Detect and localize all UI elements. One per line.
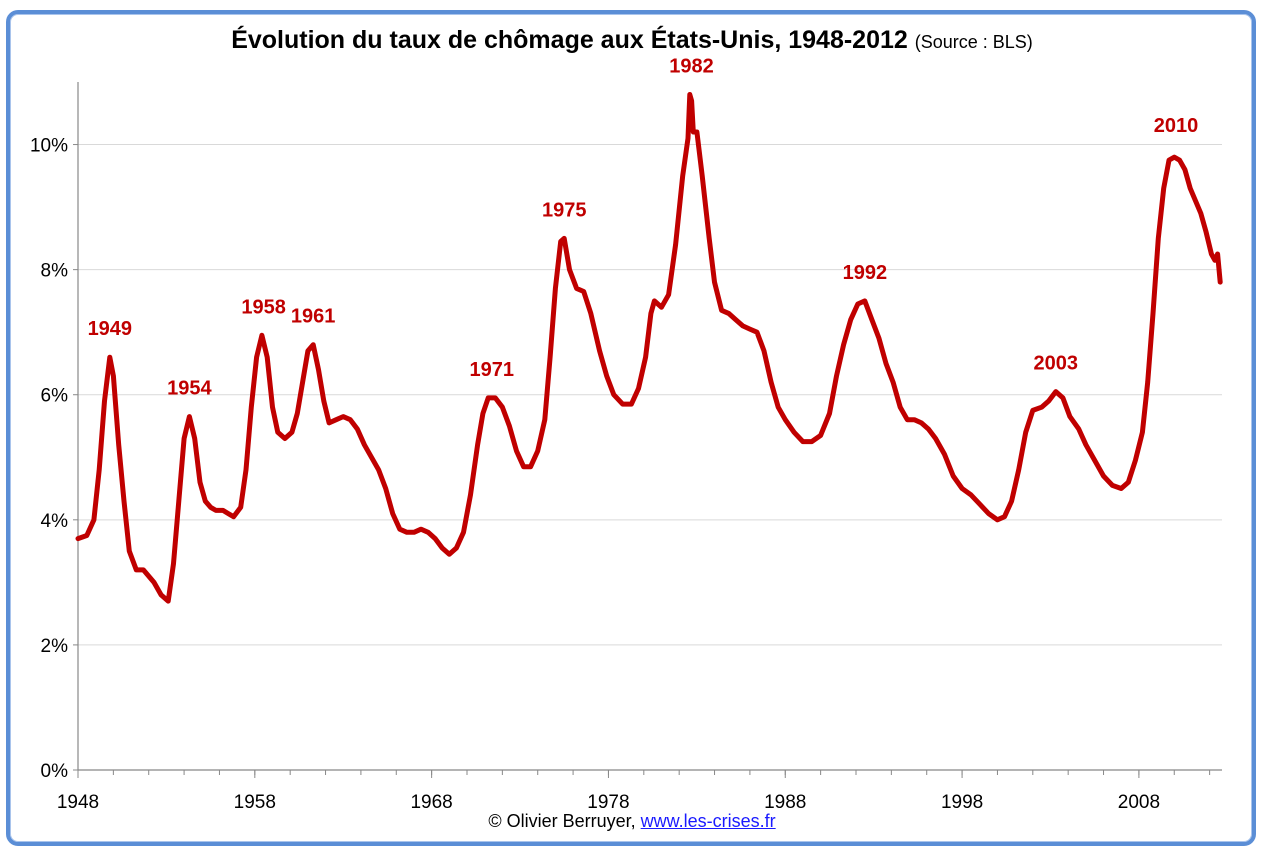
- site-link[interactable]: www.les-crises.fr: [640, 811, 776, 831]
- y-tick-label: 6%: [41, 386, 69, 407]
- y-tick-label: 4%: [41, 511, 69, 532]
- peak-annotations: 1949 1954 1958 1961 1971 1975 1982 1992 2003 2010: [88, 56, 1199, 400]
- peak-label: 1949: [88, 318, 133, 340]
- chart-title-block: Évolution du taux de chômage aux États-U…: [0, 26, 1264, 55]
- footer-credit: © Olivier Berruyer, www.les-crises.fr: [0, 811, 1264, 832]
- x-tick-label: 1958: [234, 792, 276, 813]
- peak-label: 1975: [542, 199, 587, 221]
- peak-label: 1961: [291, 306, 336, 328]
- y-tick-label: 2%: [41, 636, 69, 657]
- y-tick-label: 10%: [30, 136, 68, 157]
- chart-title: Évolution du taux de chômage aux États-U…: [231, 26, 908, 54]
- peak-label: 2010: [1154, 115, 1199, 137]
- y-tick-label: 8%: [41, 261, 69, 282]
- unemployment-rate-line: [75, 92, 1223, 604]
- peak-label: 1954: [167, 378, 212, 400]
- axes: 0% 2% 4% 6% 8% 10% 1948 1958 1968 1978 1988 1998 200…: [30, 82, 1222, 813]
- peak-label: 1992: [843, 262, 888, 284]
- x-tick-label: 1978: [587, 792, 629, 813]
- chart-subtitle: (Source : BLS): [914, 32, 1033, 52]
- x-tick-label: 1948: [57, 792, 99, 813]
- x-tick-label: 1988: [764, 792, 806, 813]
- y-tick-label: 0%: [41, 761, 69, 782]
- x-tick-label: 1968: [410, 792, 452, 813]
- x-tick-label: 1998: [941, 792, 983, 813]
- chart-frame: [6, 10, 1256, 846]
- peak-label: 1982: [669, 56, 714, 78]
- series-layer: [75, 92, 1223, 604]
- credit-text: © Olivier Berruyer,: [488, 811, 636, 831]
- peak-label: 1971: [469, 359, 514, 381]
- peak-label: 1958: [241, 296, 286, 318]
- peak-label: 2003: [1034, 353, 1079, 375]
- x-tick-label: 2008: [1118, 792, 1160, 813]
